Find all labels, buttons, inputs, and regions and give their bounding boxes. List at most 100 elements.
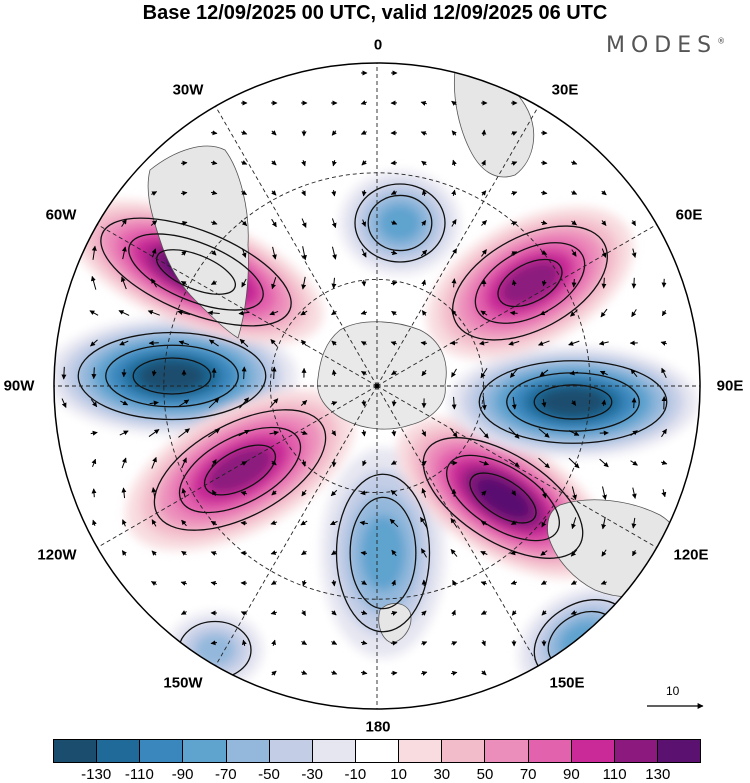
wind-vector [121, 550, 127, 556]
colorbar-swatch [54, 740, 98, 762]
wind-vector [361, 160, 367, 166]
wind-vector [661, 428, 667, 438]
wind-vector [362, 460, 367, 467]
wind-vector [600, 308, 608, 318]
wind-vector [451, 368, 457, 378]
wind-vector [540, 220, 548, 226]
wind-vector [479, 460, 490, 466]
wind-vector [271, 490, 277, 496]
wind-vector [178, 340, 190, 346]
wind-vector [421, 220, 427, 226]
wind-vector [420, 671, 428, 676]
wind-vector [630, 430, 638, 436]
wind-vector [451, 609, 456, 616]
wind-vector [361, 371, 367, 376]
wind-vector [119, 430, 129, 436]
wind-vector [301, 670, 308, 675]
wind-vector [480, 581, 487, 586]
meridian-line [215, 106, 378, 387]
wind-vector [481, 220, 487, 226]
wind-vector [300, 430, 308, 436]
wind-vector [91, 367, 97, 380]
wind-vector [331, 640, 338, 645]
wind-vector [271, 160, 277, 166]
wind-vector [360, 490, 368, 496]
wind-vector [121, 246, 127, 260]
wind-vector [211, 459, 217, 467]
wind-vector [511, 610, 517, 616]
wind-vector [178, 399, 190, 407]
wind-vector [269, 310, 279, 316]
wind-vector [571, 486, 577, 500]
wind-vector [661, 489, 667, 498]
antarctica-landmass [317, 321, 447, 430]
wind-vector [421, 610, 427, 616]
wind-vector [361, 219, 367, 227]
wind-vector [480, 551, 488, 556]
lon-label-90w: 90W [3, 377, 35, 395]
wind-vector [121, 487, 127, 499]
wind-vector [271, 639, 276, 647]
wind-vector [361, 189, 367, 197]
wind-vector [541, 610, 547, 616]
wind-vector [301, 610, 306, 617]
wind-vector [390, 280, 398, 286]
wind-vector [147, 310, 160, 316]
wind-vector [181, 487, 187, 498]
wind-vector [450, 549, 458, 557]
wind-vector [209, 339, 219, 347]
contour-line [105, 344, 239, 408]
wind-vector [540, 550, 548, 556]
wind-vector [451, 309, 457, 317]
wind-vector [390, 460, 397, 465]
wind-vector [180, 190, 188, 196]
meridian-line [376, 224, 657, 387]
wind-vector [120, 276, 127, 290]
wind-vector [390, 489, 398, 497]
wind-vector [480, 367, 488, 379]
anomaly-band [499, 260, 561, 306]
wind-vector [210, 580, 218, 586]
wind-vector [331, 246, 337, 260]
lon-label-60e: 60E [675, 206, 703, 224]
contour-line [446, 454, 560, 542]
wind-vector [330, 489, 338, 497]
wind-vector [481, 396, 487, 411]
wind-vector [451, 189, 457, 197]
wind-vector [541, 279, 547, 287]
wind-vector [180, 581, 188, 586]
wind-vector [570, 309, 578, 317]
lon-label-150w: 150W [163, 674, 203, 692]
colorbar-tick-label: 70 [519, 766, 537, 783]
contour-line [422, 437, 584, 559]
anomaly-band [378, 204, 422, 242]
wind-vector [389, 518, 399, 528]
wind-vector [271, 218, 277, 228]
wind-vector [540, 580, 547, 585]
contour-line [132, 357, 212, 395]
wind-vector [301, 276, 307, 290]
wind-vector [660, 341, 668, 346]
wind-vector [391, 370, 397, 376]
contour-line [452, 225, 608, 341]
wind-vector [360, 550, 368, 556]
colorbar-tick-label: -90 [171, 766, 194, 783]
wind-vector [451, 641, 458, 646]
wind-vector [541, 487, 547, 499]
wind-vector [511, 131, 518, 136]
colorbar-labels: -130 -110 -90 -70 -50 -30 -10 10 30 50 70 90 110 130 [53, 766, 701, 783]
wind-vector [90, 398, 98, 408]
wind-vector [360, 610, 368, 615]
wind-vector [240, 219, 248, 227]
wind-vector [420, 548, 428, 558]
wind-vector [508, 458, 520, 468]
wind-vector [239, 338, 249, 348]
wind-vector [568, 430, 580, 436]
wind-vector [390, 611, 398, 616]
wind-vector [361, 580, 367, 586]
wind-vector [390, 250, 398, 256]
wind-vector [301, 159, 306, 167]
wind-vector [91, 488, 97, 498]
wind-vector [121, 457, 127, 469]
